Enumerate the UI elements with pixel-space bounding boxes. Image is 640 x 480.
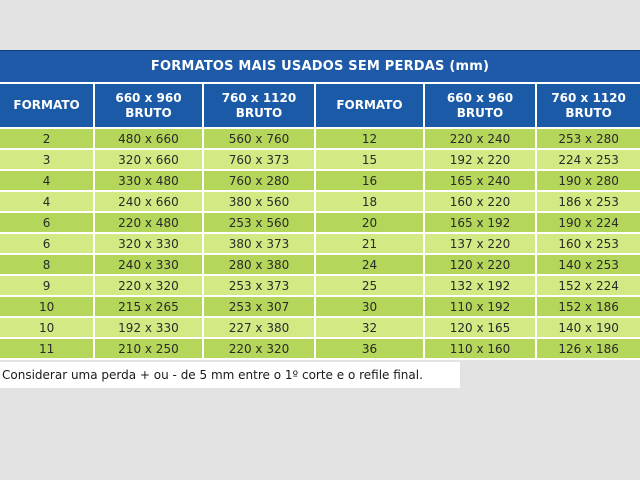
table-cell: 240 x 660 (95, 192, 202, 211)
table-cell: 330 x 480 (95, 171, 202, 190)
table-cell: 253 x 373 (203, 276, 315, 295)
footnote-background (0, 362, 460, 388)
table-cell: 160 x 253 (537, 234, 640, 253)
table-row: 11 210 x 250 220 x 320 36 110 x 160 126 x 186 (0, 339, 640, 358)
table-cell: 140 x 253 (537, 255, 640, 274)
table-cell: 4 (0, 192, 94, 211)
table-row: 10 192 x 330 227 x 380 32 120 x 165 140 x 190 (0, 318, 640, 337)
table-cell: 12 (316, 129, 423, 148)
table-cell: 560 x 760 (203, 129, 315, 148)
table-cell: 227 x 380 (203, 318, 315, 337)
header-line2: BRUTO (456, 105, 504, 120)
header-line1: FORMATO (336, 98, 403, 112)
table-cell: 160 x 220 (424, 192, 536, 211)
table-cell: 120 x 165 (424, 318, 536, 337)
table-cell: 220 x 320 (203, 339, 315, 358)
table-cell: 320 x 660 (95, 150, 202, 169)
table-cell: 190 x 280 (537, 171, 640, 190)
table-cell: 152 x 186 (537, 297, 640, 316)
table-cell: 24 (316, 255, 423, 274)
header-line2: BRUTO (125, 105, 172, 120)
table-cell: 120 x 220 (424, 255, 536, 274)
table-cell: 16 (316, 171, 423, 190)
header-line1: 760 x 1120 (551, 90, 626, 105)
table-cell: 215 x 265 (95, 297, 202, 316)
header-760x1120-right: 760 x 1120 BRUTO (537, 84, 640, 127)
table-cell: 320 x 330 (95, 234, 202, 253)
table-cell: 140 x 190 (537, 318, 640, 337)
table-cell: 220 x 240 (424, 129, 536, 148)
table-cell: 15 (316, 150, 423, 169)
table-title: FORMATOS MAIS USADOS SEM PERDAS (mm) (0, 50, 640, 82)
table-cell: 152 x 224 (537, 276, 640, 295)
table-cell: 190 x 224 (537, 213, 640, 232)
header-formato-left: FORMATO (0, 84, 94, 127)
table-cell: 9 (0, 276, 94, 295)
table-row: 8 240 x 330 280 x 380 24 120 x 220 140 x 253 (0, 255, 640, 274)
table-cell: 760 x 280 (203, 171, 315, 190)
table-cell: 110 x 160 (424, 339, 536, 358)
table-cell: 20 (316, 213, 423, 232)
table-cell: 132 x 192 (424, 276, 536, 295)
formats-table: FORMATOS MAIS USADOS SEM PERDAS (mm) FOR… (0, 50, 640, 360)
table-row: 4 240 x 660 380 x 560 18 160 x 220 186 x 253 (0, 192, 640, 211)
table-cell: 165 x 240 (424, 171, 536, 190)
table-cell: 6 (0, 234, 94, 253)
table-cell: 30 (316, 297, 423, 316)
table-row: 2 480 x 660 560 x 760 12 220 x 240 253 x 280 (0, 129, 640, 148)
table-body: 2 480 x 660 560 x 760 12 220 x 240 253 x 280 3… (0, 129, 640, 358)
table-cell: 2 (0, 129, 94, 148)
table-cell: 36 (316, 339, 423, 358)
table-cell: 760 x 373 (203, 150, 315, 169)
table-cell: 210 x 250 (95, 339, 202, 358)
header-line1: 660 x 960 (446, 90, 514, 105)
table-cell: 224 x 253 (537, 150, 640, 169)
table-header-row: FORMATO 660 x 960 BRUTO 760 x 1120 BRUTO… (0, 84, 640, 127)
table-cell: 126 x 186 (537, 339, 640, 358)
table-cell: 10 (0, 318, 94, 337)
header-line2: BRUTO (565, 105, 612, 120)
table-cell: 380 x 560 (203, 192, 315, 211)
table-cell: 165 x 192 (424, 213, 536, 232)
header-line2: BRUTO (235, 105, 283, 120)
table-cell: 6 (0, 213, 94, 232)
header-line1: FORMATO (13, 98, 80, 112)
table-row: 6 320 x 330 380 x 373 21 137 x 220 160 x 253 (0, 234, 640, 253)
table-cell: 220 x 320 (95, 276, 202, 295)
table-cell: 220 x 480 (95, 213, 202, 232)
header-formato-right: FORMATO (316, 84, 423, 127)
footnote: Considerar uma perda + ou - de 5 mm entr… (2, 368, 423, 382)
table-cell: 253 x 560 (203, 213, 315, 232)
table-cell: 11 (0, 339, 94, 358)
table-cell: 480 x 660 (95, 129, 202, 148)
table-row: 4 330 x 480 760 x 280 16 165 x 240 190 x 280 (0, 171, 640, 190)
table-cell: 240 x 330 (95, 255, 202, 274)
table-cell: 3 (0, 150, 94, 169)
table-cell: 186 x 253 (537, 192, 640, 211)
table-cell: 21 (316, 234, 423, 253)
table-cell: 253 x 307 (203, 297, 315, 316)
table-row: 6 220 x 480 253 x 560 20 165 x 192 190 x 224 (0, 213, 640, 232)
header-660x960-right: 660 x 960 BRUTO (424, 84, 536, 127)
table-row: 10 215 x 265 253 x 307 30 110 x 192 152 x 186 (0, 297, 640, 316)
table-row: 9 220 x 320 253 x 373 25 132 x 192 152 x 224 (0, 276, 640, 295)
header-line1: 760 x 1120 (221, 90, 297, 105)
table-cell: 10 (0, 297, 94, 316)
table-cell: 32 (316, 318, 423, 337)
table-cell: 25 (316, 276, 423, 295)
table-cell: 18 (316, 192, 423, 211)
table-cell: 110 x 192 (424, 297, 536, 316)
table-cell: 280 x 380 (203, 255, 315, 274)
table-cell: 380 x 373 (203, 234, 315, 253)
table-cell: 8 (0, 255, 94, 274)
table-cell: 4 (0, 171, 94, 190)
table-row: 3 320 x 660 760 x 373 15 192 x 220 224 x 253 (0, 150, 640, 169)
table-cell: 192 x 330 (95, 318, 202, 337)
header-760x1120-left: 760 x 1120 BRUTO (203, 84, 315, 127)
header-660x960-left: 660 x 960 BRUTO (95, 84, 202, 127)
table-cell: 137 x 220 (424, 234, 536, 253)
table-cell: 253 x 280 (537, 129, 640, 148)
header-line1: 660 x 960 (115, 90, 182, 105)
table-cell: 192 x 220 (424, 150, 536, 169)
